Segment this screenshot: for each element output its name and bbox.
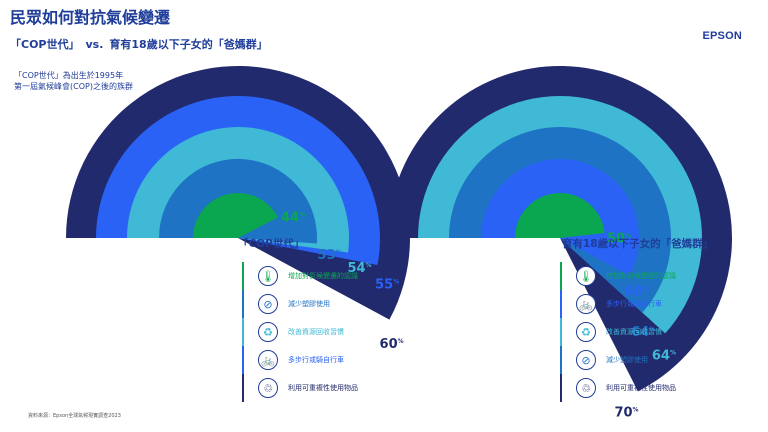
ring-2-value-label: 60%	[625, 285, 649, 300]
ring-3-value-label: 54%	[347, 261, 371, 276]
cop-generation-chart: 60% 55% 54% 53% 44%	[66, 66, 410, 352]
ring-3-value-label: 64%	[631, 325, 655, 340]
legend-item: ♻ 改善資源回收習慣	[560, 318, 662, 346]
definition-line-1: 「COP世代」為出生於1995年	[14, 71, 124, 80]
legend-item-label: 改善資源回收習慣	[606, 328, 662, 336]
legend-item: ⊘ 減少塑膠使用	[560, 346, 648, 374]
source-note: 資料來源：Epson全球氣候現實調查2023	[28, 413, 121, 419]
ring-1-value-label: 44%	[281, 211, 305, 226]
ring-5-value-label: 60%	[380, 337, 404, 352]
bicycle-icon: 🚲	[258, 350, 278, 370]
legend-stripe	[242, 318, 244, 346]
legend-item: 🚲 多步行或騎自行車	[560, 290, 662, 318]
legend-stripe	[242, 346, 244, 374]
cop-generation-definition: 「COP世代」為出生於1995年 第一屆氣候峰會(COP)之後的族群	[14, 70, 133, 92]
bicycle-icon: 🚲	[576, 294, 596, 314]
ring-1-bar	[193, 192, 279, 238]
legend-item-label: 減少塑膠使用	[606, 356, 648, 364]
definition-line-2: 第一屆氣候峰會(COP)之後的族群	[14, 82, 133, 91]
legend-item: ♻ 改善資源回收習慣	[242, 318, 344, 346]
globe-thermometer-icon: 🌡	[576, 266, 596, 286]
subtitle-parents: 育有18歲以下子女的「爸媽群」	[109, 38, 268, 51]
page-subtitle: 「COP世代」 vs. 育有18歲以下子女的「爸媽群」	[10, 36, 268, 52]
ring-2-value-label: 53%	[318, 248, 342, 263]
legend-stripe	[560, 290, 562, 318]
legend-item-label: 改善資源回收習慣	[288, 328, 344, 336]
ring-5-value-label: 70%	[614, 406, 638, 421]
legend-stripe	[560, 374, 562, 402]
legend-stripe	[560, 346, 562, 374]
legend-item-label: 多步行或騎自行車	[288, 356, 344, 364]
ring-1-value-label: 50%	[607, 232, 631, 247]
recycle-icon: ♻	[576, 322, 596, 342]
ring-4-value-label: 55%	[375, 278, 399, 293]
legend-stripe	[242, 262, 244, 290]
reuse-hand-icon: ♲	[576, 378, 596, 398]
legend-item: 🌡 增加對氣候變遷的認識	[560, 262, 676, 290]
ring-1-bar	[515, 193, 605, 238]
page-title: 民眾如何對抗氣候變遷	[10, 8, 171, 27]
legend-stripe	[560, 318, 562, 346]
left-legend: 🌡 增加對氣候變遷的認識 ⊘ 減少塑膠使用 ♻ 改善資源回收習慣 🚲 多步行或騎自行車 ♲ 利用可…	[242, 262, 432, 402]
legend-item-label: 利用可重複性使用物品	[606, 384, 676, 392]
legend-item-label: 利用可重複性使用物品	[288, 384, 358, 392]
legend-item: 🚲 多步行或騎自行車	[242, 346, 344, 374]
legend-item-label: 增加對氣候變遷的認識	[288, 272, 358, 280]
subtitle-vs: vs.	[85, 38, 104, 51]
recycle-icon: ♻	[258, 322, 278, 342]
legend-item-label: 多步行或騎自行車	[606, 300, 662, 308]
subtitle-cop-generation: 「COP世代」	[10, 38, 80, 51]
no-plastic-icon: ⊘	[258, 294, 278, 314]
ring-4-value-label: 64%	[652, 348, 676, 363]
legend-item: ♲ 利用可重複性使用物品	[242, 374, 358, 402]
legend-stripe	[242, 290, 244, 318]
right-legend: 🌡 增加對氣候變遷的認識 🚲 多步行或騎自行車 ♻ 改善資源回收習慣 ⊘ 減少塑膠使用 ♲ 利用可…	[560, 262, 750, 402]
parents-chart: 70% 64% 64% 60% 50%	[388, 66, 732, 421]
reuse-hand-icon: ♲	[258, 378, 278, 398]
left-chart-label: 「COP世代」	[238, 238, 305, 250]
epson-logo: EPSON	[702, 30, 742, 42]
legend-item-label: 減少塑膠使用	[288, 300, 330, 308]
right-chart-label: 育有18歲以下子女的「爸媽群」	[562, 238, 714, 250]
globe-thermometer-icon: 🌡	[258, 266, 278, 286]
legend-item: ⊘ 減少塑膠使用	[242, 290, 330, 318]
no-plastic-icon: ⊘	[576, 350, 596, 370]
legend-item-label: 增加對氣候變遷的認識	[606, 272, 676, 280]
legend-stripe	[560, 262, 562, 290]
legend-item: ♲ 利用可重複性使用物品	[560, 374, 676, 402]
legend-item: 🌡 增加對氣候變遷的認識	[242, 262, 358, 290]
legend-stripe	[242, 374, 244, 402]
